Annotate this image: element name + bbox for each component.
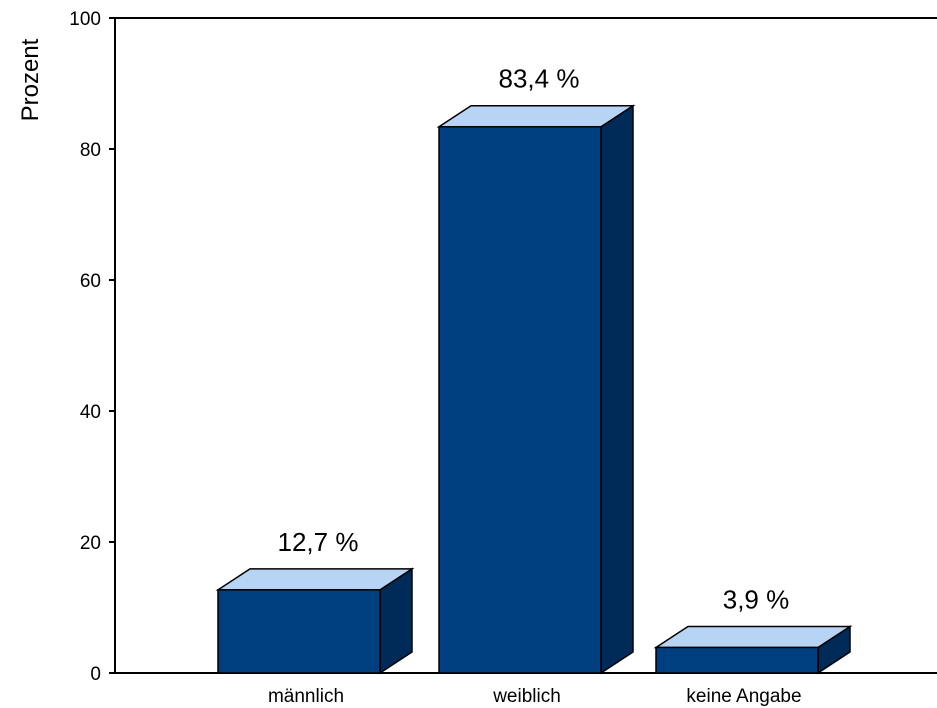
- bar-value-label: 83,4 %: [499, 64, 580, 94]
- bar: [653, 625, 853, 675]
- bar-top-face: [653, 625, 853, 649]
- bar-top-face: [215, 568, 415, 591]
- bar-front-face: [655, 646, 819, 674]
- y-tick-label: 0: [90, 664, 101, 685]
- bar: [436, 104, 636, 675]
- bar-side-face: [600, 104, 634, 675]
- y-axis-title: Prozent: [17, 38, 44, 121]
- y-tick-label: 40: [80, 402, 101, 423]
- y-tick-label: 100: [69, 9, 101, 30]
- bar-top-face: [436, 104, 636, 128]
- bar: [215, 567, 415, 675]
- x-category-label: männlich: [268, 686, 344, 707]
- bar-value-label: 3,9 %: [723, 584, 790, 614]
- bar-front-face: [438, 125, 602, 674]
- x-category-label: keine Angabe: [686, 686, 801, 707]
- y-tick-label: 20: [80, 533, 101, 554]
- bars: [215, 104, 853, 675]
- y-tick-label: 60: [80, 271, 101, 292]
- y-axis-ticks: 0 20 40 60 80 100: [69, 9, 115, 685]
- y-tick-label: 80: [80, 140, 101, 161]
- category-labels: männlich weiblich keine Angabe: [268, 686, 802, 707]
- x-category-label: weiblich: [492, 686, 561, 707]
- data-labels: 12,7 % 83,4 % 3,9 %: [278, 64, 790, 615]
- bar-value-label: 12,7 %: [278, 527, 359, 557]
- bar-front-face: [217, 589, 381, 674]
